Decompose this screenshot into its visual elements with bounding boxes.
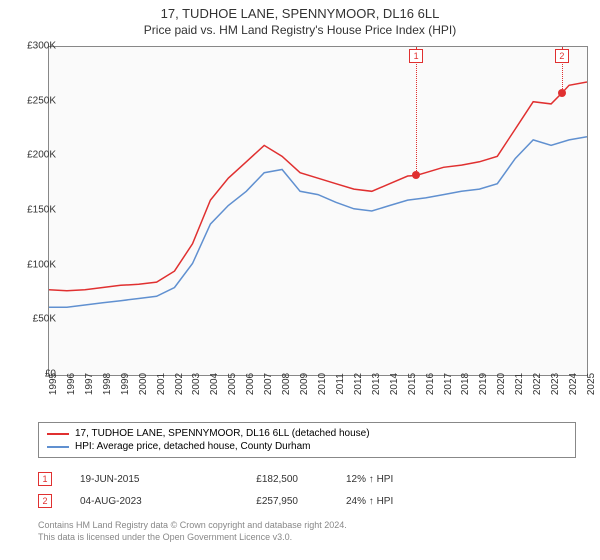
x-tick-label: 2015 [407, 373, 418, 395]
x-tick-label: 2019 [478, 373, 489, 395]
legend-label: HPI: Average price, detached house, Coun… [75, 441, 311, 452]
sale-row-marker: 1 [38, 472, 52, 486]
legend-label: 17, TUDHOE LANE, SPENNYMOOR, DL16 6LL (d… [75, 428, 370, 439]
x-tick-label: 2005 [227, 373, 238, 395]
x-tick-label: 2016 [425, 373, 436, 395]
x-tick-label: 2017 [443, 373, 454, 395]
sale-row: 2 04-AUG-2023 £257,950 24% ↑ HPI [38, 494, 578, 516]
x-tick-label: 2009 [299, 373, 310, 395]
legend: 17, TUDHOE LANE, SPENNYMOOR, DL16 6LL (d… [38, 422, 576, 458]
x-tick-label: 2003 [191, 373, 202, 395]
sale-hpi: 24% ↑ HPI [326, 496, 426, 507]
x-tick-label: 2023 [550, 373, 561, 395]
x-tick-label: 2006 [245, 373, 256, 395]
x-tick-label: 2010 [317, 373, 328, 395]
x-tick-label: 2022 [532, 373, 543, 395]
y-tick-label: £250K [27, 95, 56, 106]
x-tick-label: 2001 [156, 373, 167, 395]
x-tick-label: 1997 [84, 373, 95, 395]
x-tick-label: 2018 [460, 373, 471, 395]
x-tick-label: 1999 [120, 373, 131, 395]
sale-marker-dot [558, 89, 566, 97]
chart-title: 17, TUDHOE LANE, SPENNYMOOR, DL16 6LL [0, 0, 600, 21]
y-tick-label: £150K [27, 205, 56, 216]
sale-price: £257,950 [218, 496, 298, 507]
sales-table: 1 19-JUN-2015 £182,500 12% ↑ HPI 2 04-AUG-202… [38, 472, 578, 516]
y-tick-label: £200K [27, 150, 56, 161]
legend-row: HPI: Average price, detached house, Coun… [47, 440, 567, 453]
x-tick-label: 2012 [353, 373, 364, 395]
footer-line-2: This data is licensed under the Open Gov… [38, 532, 347, 544]
sale-row-marker: 2 [38, 494, 52, 508]
series-line [49, 82, 587, 291]
sale-date: 04-AUG-2023 [80, 496, 190, 507]
sale-hpi: 12% ↑ HPI [326, 474, 426, 485]
x-tick-label: 2025 [586, 373, 597, 395]
y-tick-label: £50K [33, 314, 56, 325]
sale-price: £182,500 [218, 474, 298, 485]
x-tick-label: 2011 [335, 373, 346, 395]
x-tick-label: 2008 [281, 373, 292, 395]
y-tick-label: £300K [27, 41, 56, 52]
x-tick-label: 1996 [66, 373, 77, 395]
sale-marker-box: 1 [409, 49, 423, 63]
x-tick-label: 2002 [174, 373, 185, 395]
sale-marker-line [416, 47, 417, 175]
chart-container: 17, TUDHOE LANE, SPENNYMOOR, DL16 6LL Pr… [0, 0, 600, 560]
y-tick-label: £100K [27, 259, 56, 270]
legend-row: 17, TUDHOE LANE, SPENNYMOOR, DL16 6LL (d… [47, 427, 567, 440]
footer-line-1: Contains HM Land Registry data © Crown c… [38, 520, 347, 532]
chart-subtitle: Price paid vs. HM Land Registry's House … [0, 21, 600, 37]
sale-marker-box: 2 [555, 49, 569, 63]
x-tick-label: 2014 [389, 373, 400, 395]
x-tick-label: 1995 [48, 373, 59, 395]
legend-swatch [47, 433, 69, 435]
chart-svg [49, 47, 587, 375]
x-tick-label: 2020 [496, 373, 507, 395]
x-tick-label: 2021 [514, 373, 525, 395]
footer-text: Contains HM Land Registry data © Crown c… [38, 520, 347, 543]
sale-row: 1 19-JUN-2015 £182,500 12% ↑ HPI [38, 472, 578, 494]
sale-marker-dot [412, 171, 420, 179]
legend-swatch [47, 446, 69, 448]
x-tick-label: 2000 [138, 373, 149, 395]
x-tick-label: 1998 [102, 373, 113, 395]
x-tick-label: 2024 [568, 373, 579, 395]
sale-date: 19-JUN-2015 [80, 474, 190, 485]
series-line [49, 137, 587, 308]
plot-area: 12 [48, 46, 588, 376]
x-tick-label: 2007 [263, 373, 274, 395]
x-tick-label: 2013 [371, 373, 382, 395]
x-tick-label: 2004 [209, 373, 220, 395]
